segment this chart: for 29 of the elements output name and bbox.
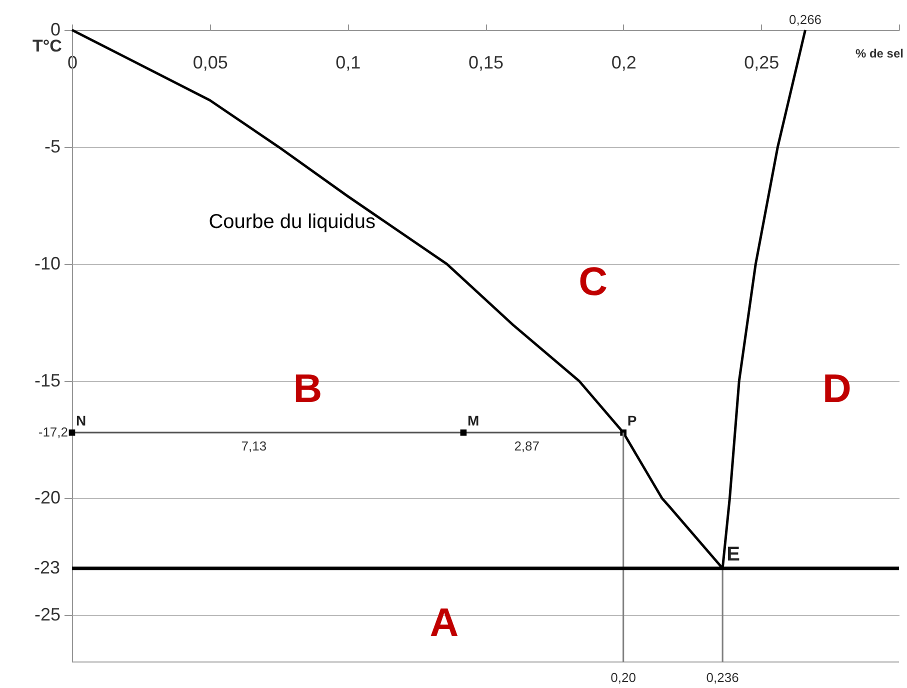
annotation: B bbox=[293, 367, 322, 412]
annotation: -17,2 bbox=[38, 424, 68, 440]
x-tick-label: 0,1 bbox=[336, 52, 361, 72]
x-tick-label: 0,15 bbox=[468, 52, 504, 72]
annotation: 0,236 bbox=[706, 670, 739, 685]
annotation: 7,13 bbox=[241, 438, 267, 454]
annotation: N bbox=[76, 412, 86, 429]
x-tick-label: 0,2 bbox=[611, 52, 636, 72]
annotation: 0,20 bbox=[610, 670, 636, 685]
y-tick-label: 0 bbox=[50, 20, 60, 40]
y-tick-label: -5 bbox=[44, 136, 60, 157]
annotation: E bbox=[726, 543, 740, 566]
y-tick-label: -15 bbox=[34, 370, 60, 391]
x-axis-title: % de sel bbox=[855, 46, 904, 60]
y-tick-label: -20 bbox=[34, 488, 60, 508]
annotation: M bbox=[467, 412, 480, 429]
annotation: 2,87 bbox=[514, 438, 540, 454]
annotation: C bbox=[578, 260, 608, 304]
annotation: A bbox=[430, 601, 459, 646]
y-tick-label: -25 bbox=[34, 604, 60, 625]
annotation: D bbox=[822, 367, 852, 412]
y-tick-label: -10 bbox=[34, 254, 60, 274]
annotation: P bbox=[627, 412, 637, 429]
x-tick-label: 0,25 bbox=[744, 52, 780, 72]
ref-line-label: -23 bbox=[34, 557, 60, 578]
y-axis-title: T°C bbox=[32, 36, 62, 56]
annotation: 0,266 bbox=[789, 12, 822, 27]
x-tick-label: 0,05 bbox=[192, 52, 228, 72]
annotation: Courbe du liquidus bbox=[208, 210, 376, 233]
